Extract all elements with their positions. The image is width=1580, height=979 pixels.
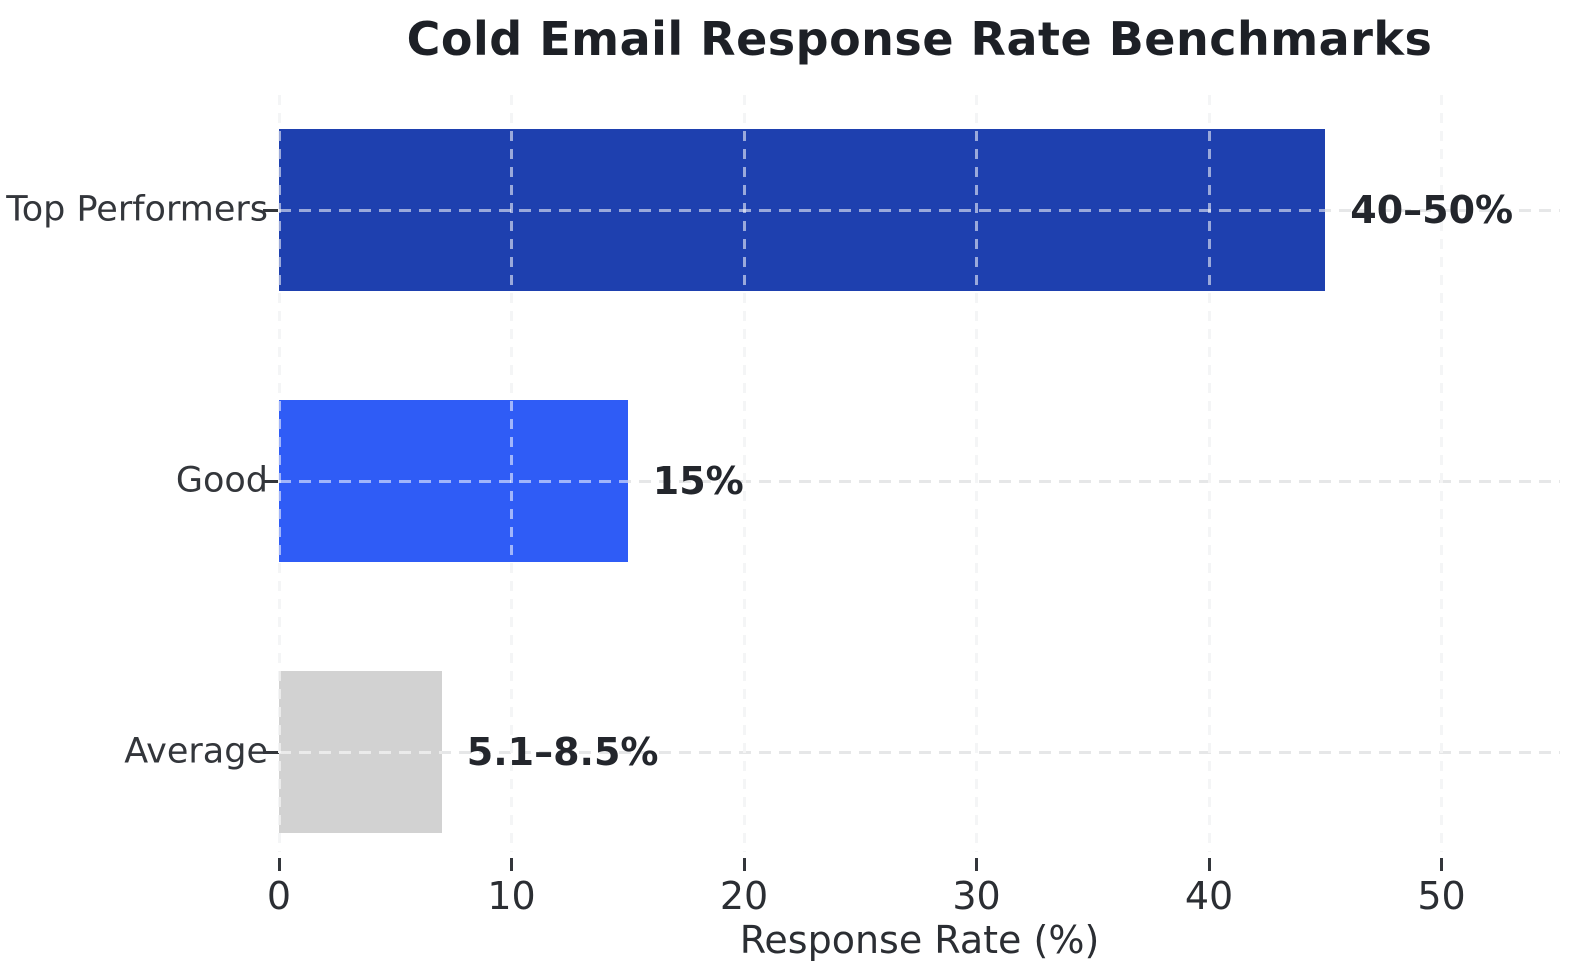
value-label-good: 15% <box>652 459 744 503</box>
y-tick-mark-good <box>263 479 279 483</box>
category-label-top-performers: Top Performers <box>6 189 268 230</box>
x-tick-mark-30 <box>975 858 978 871</box>
horizontal-gridline-average <box>279 750 1560 754</box>
x-tick-mark-10 <box>510 858 513 871</box>
x-tick-label-30: 30 <box>952 874 1001 918</box>
x-tick-label-50: 50 <box>1417 874 1466 918</box>
vertical-gridline-30 <box>975 95 978 852</box>
value-labels-layer: 40–50% 15% 5.1–8.5% <box>279 95 1560 852</box>
horizontal-gridline-good <box>279 479 1560 483</box>
x-tick-mark-50 <box>1440 858 1443 871</box>
plot-area: 40–50% 15% 5.1–8.5% <box>277 95 1560 852</box>
y-tick-mark-average <box>263 750 279 754</box>
gridlines-over <box>277 95 1560 852</box>
y-tick-mark-top-performers <box>263 208 279 212</box>
category-label-good: Good <box>175 460 268 501</box>
horizontal-gridline-top-performers <box>279 208 1560 212</box>
vertical-gridline-20 <box>742 95 746 852</box>
vertical-gridline-0 <box>277 95 281 852</box>
x-tick-label-0: 0 <box>266 874 292 918</box>
x-tick-mark-40 <box>1207 858 1211 871</box>
x-tick-label-20: 20 <box>719 874 769 918</box>
x-axis-label: Response Rate (%) <box>739 918 1100 962</box>
x-tick-mark-0 <box>277 858 281 871</box>
value-label-average: 5.1–8.5% <box>466 730 659 774</box>
x-tick-mark-20 <box>742 858 746 871</box>
vertical-gridline-10 <box>510 95 513 852</box>
vertical-gridline-40 <box>1207 95 1211 852</box>
x-tick-label-40: 40 <box>1184 874 1234 918</box>
x-tick-label-10: 10 <box>487 874 536 918</box>
chart-title: Cold Email Response Rate Benchmarks <box>406 12 1433 66</box>
value-label-top-performers: 40–50% <box>1350 188 1514 232</box>
category-label-average: Average <box>124 731 268 772</box>
vertical-gridline-50 <box>1440 95 1443 852</box>
